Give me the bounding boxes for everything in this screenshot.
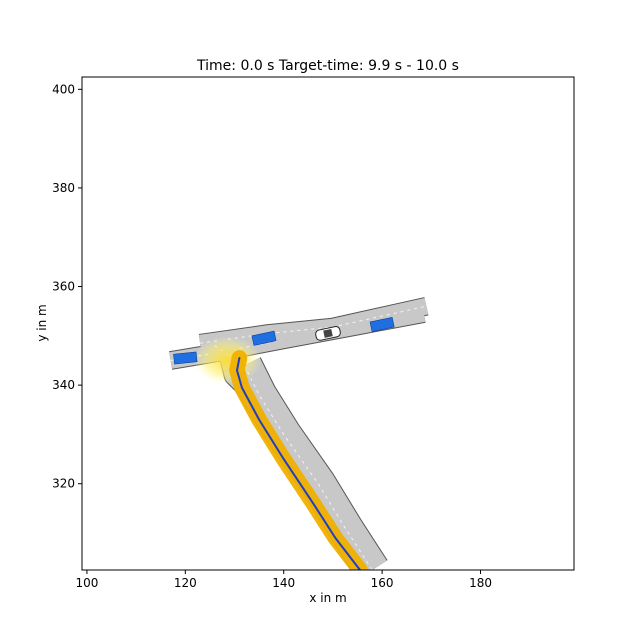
y-axis-label: y in m	[35, 304, 49, 341]
y-tick-label-340: 340	[52, 378, 75, 392]
plot-frame	[81, 76, 575, 571]
x-axis-label: x in m	[309, 591, 346, 605]
x-tick-label-100: 100	[75, 576, 98, 590]
x-tick-label-140: 140	[272, 576, 295, 590]
other-vehicle-0	[173, 351, 198, 365]
route-line	[236, 357, 361, 570]
x-tick-label-160: 160	[371, 576, 394, 590]
y-axis-ticks: 320 340 360 380 400	[52, 82, 82, 491]
other-vehicle-body-0	[173, 351, 198, 365]
x-tick-label-120: 120	[174, 576, 197, 590]
x-tick-label-180: 180	[469, 576, 492, 590]
y-tick-label-320: 320	[52, 477, 75, 491]
chart-title: Time: 0.0 s Target-time: 9.9 s - 10.0 s	[196, 58, 459, 74]
uncertainty-cloud	[193, 336, 262, 385]
x-axis-ticks: 100 120 140 160 180	[75, 570, 492, 590]
other-vehicle-1	[251, 330, 277, 346]
road-surface-2	[228, 357, 387, 570]
ego-vehicle-cabin	[323, 328, 333, 338]
ego-vehicle	[315, 326, 341, 341]
other-vehicle-2	[369, 316, 395, 333]
y-tick-label-400: 400	[52, 82, 75, 96]
plot-content	[169, 297, 429, 570]
other-vehicle-body-1	[251, 330, 277, 346]
y-tick-label-360: 360	[52, 280, 75, 294]
other-vehicle-body-2	[369, 316, 395, 333]
y-tick-label-380: 380	[52, 181, 75, 195]
